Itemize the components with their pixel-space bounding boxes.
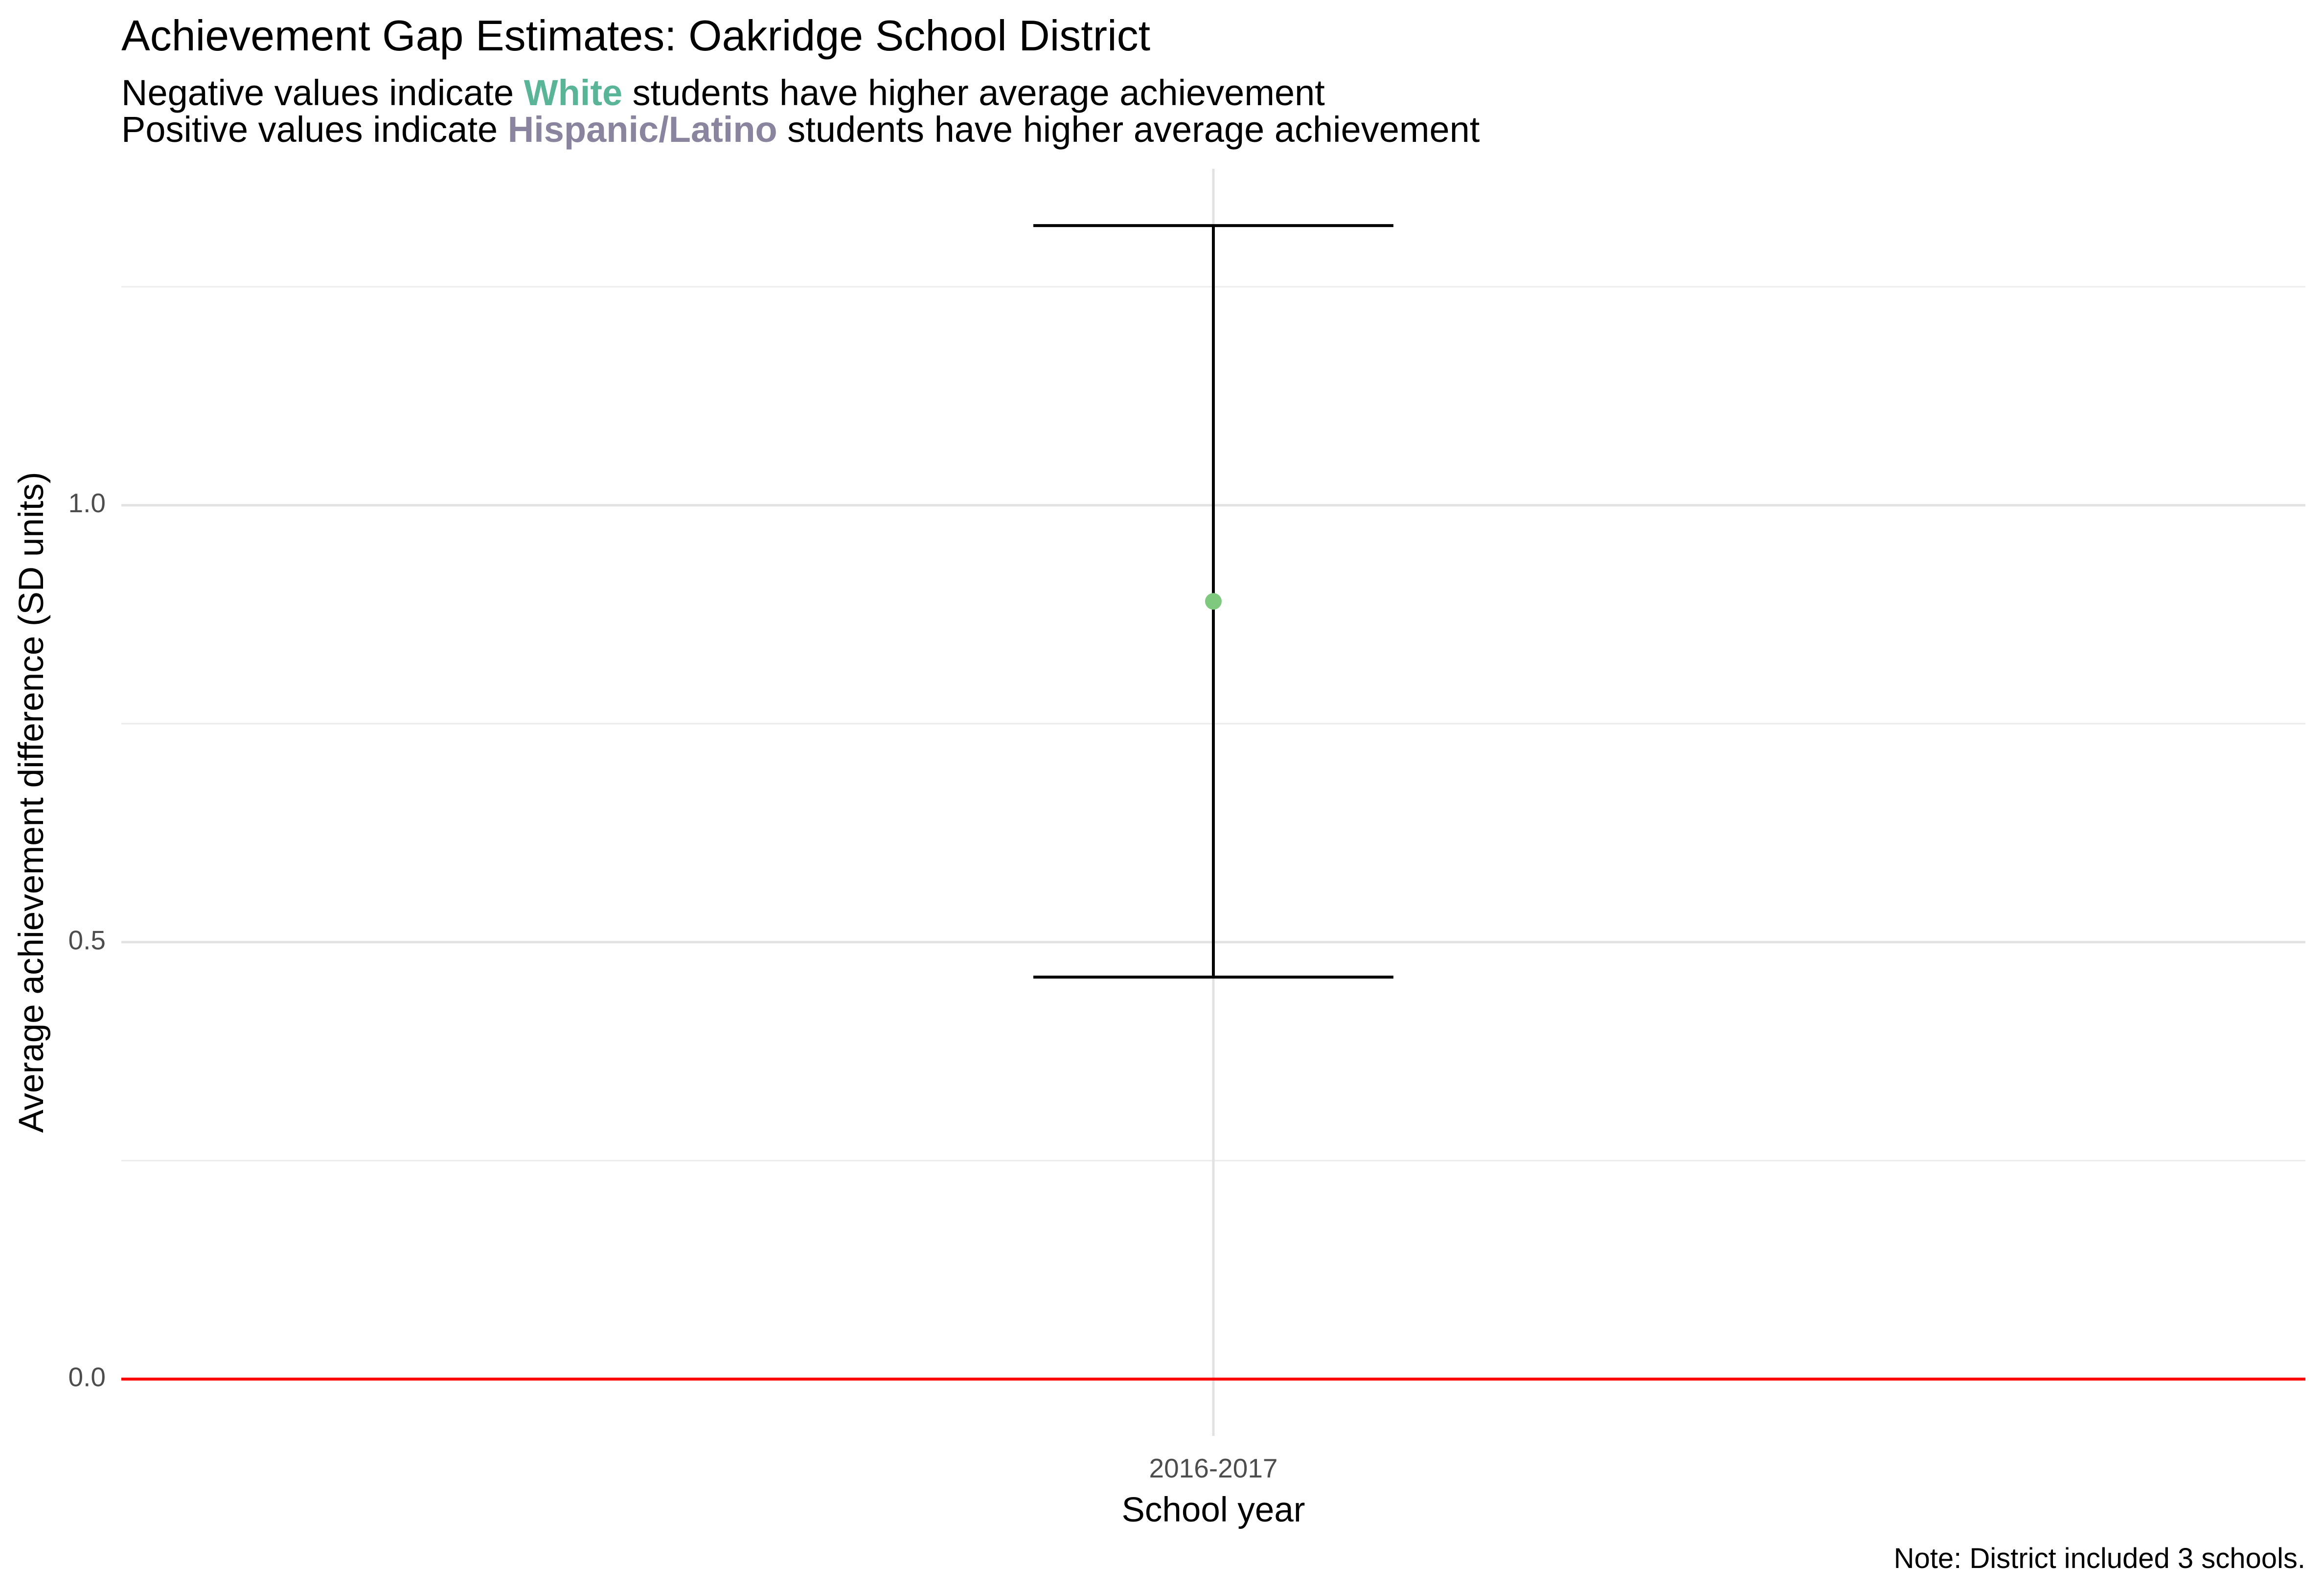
subtitle-line-2: Positive values indicate Hispanic/Latino… xyxy=(121,110,1480,149)
y-tick-label: 0.5 xyxy=(68,925,106,955)
subtitle-2-highlight: Hispanic/Latino xyxy=(507,109,777,150)
y-tick-label: 0.0 xyxy=(68,1362,106,1392)
subtitle-1-after: students have higher average achievement xyxy=(622,72,1325,113)
data-point xyxy=(1205,593,1222,610)
subtitle-2-before: Positive values indicate xyxy=(121,109,508,150)
mark-layer xyxy=(1033,224,1393,979)
subtitle-2-after: students have higher average achievement xyxy=(777,109,1480,150)
x-tick-label: 2016-2017 xyxy=(1149,1453,1277,1483)
subtitle-1-highlight: White xyxy=(524,72,623,113)
x-axis-title: School year xyxy=(1122,1491,1305,1529)
label-layer: 0.0 0.5 1.0 2016-2017 School year Average ach… xyxy=(12,472,2305,1574)
y-axis-title: Average achievement difference (SD units… xyxy=(12,472,51,1133)
caption-note: Note: District included 3 schools. xyxy=(1894,1543,2305,1574)
subtitle-line-1: Negative values indicate White students … xyxy=(121,73,1325,113)
y-tick-label: 1.0 xyxy=(68,488,106,518)
subtitle-1-before: Negative values indicate xyxy=(121,72,524,113)
chart-title: Achievement Gap Estimates: Oakridge Scho… xyxy=(121,11,1151,60)
